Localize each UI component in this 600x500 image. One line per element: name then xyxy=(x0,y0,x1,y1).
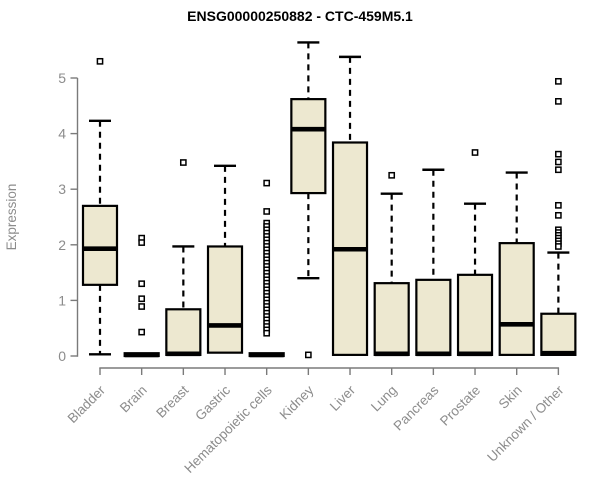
boxplot-brain xyxy=(123,234,160,358)
iqr-box xyxy=(165,308,202,356)
outlier-point xyxy=(555,201,562,209)
y-tick-label: 5 xyxy=(58,70,66,86)
outlier-point xyxy=(263,208,271,215)
boxplot-bladder xyxy=(81,57,119,356)
outlier-point xyxy=(555,158,562,166)
outlier-point xyxy=(138,280,146,288)
x-tick-label-kidney: Kidney xyxy=(277,382,317,422)
boxplot-gastric xyxy=(206,164,244,354)
x-tick-label-breast: Breast xyxy=(153,382,191,420)
y-tick-label: 2 xyxy=(58,237,66,253)
outlier-point xyxy=(555,77,562,85)
outlier-point xyxy=(388,171,396,179)
outlier-point xyxy=(555,211,562,219)
iqr-box xyxy=(206,245,244,354)
outlier-point xyxy=(263,329,271,337)
x-tick-label-pancreas: Pancreas xyxy=(391,382,442,433)
boxplot-series xyxy=(81,41,577,359)
iqr-box xyxy=(456,273,494,356)
iqr-box xyxy=(81,204,119,286)
y-tick-label: 0 xyxy=(58,348,66,364)
boxplot-prostate xyxy=(456,149,494,357)
x-tick-label-lung: Lung xyxy=(368,383,400,415)
x-tick-label-skin: Skin xyxy=(496,383,525,412)
y-tick-label: 3 xyxy=(58,181,66,197)
outlier-point xyxy=(96,57,104,65)
chart-title: ENSG00000250882 - CTC-459M5.1 xyxy=(187,8,413,24)
boxplot-liver xyxy=(331,55,369,356)
boxplot-skin xyxy=(498,171,535,356)
x-tick-label-prostate: Prostate xyxy=(437,383,483,429)
y-axis: 0 1 2 3 4 5 xyxy=(58,70,79,364)
outlier-point xyxy=(179,159,187,166)
y-axis-label: Expression xyxy=(4,184,19,251)
outlier-point xyxy=(471,149,479,156)
outlier-point xyxy=(555,243,562,250)
iqr-box xyxy=(373,282,410,356)
boxplot-kidney xyxy=(290,41,327,359)
iqr-box xyxy=(498,242,535,356)
boxplot-hematopoietic-cells xyxy=(248,179,285,358)
boxplot-pancreas xyxy=(415,168,452,357)
outlier-point xyxy=(138,239,146,246)
outlier-point xyxy=(138,295,146,303)
boxplot-unknown-other xyxy=(540,77,577,356)
outlier-point xyxy=(555,98,562,105)
y-tick-label: 1 xyxy=(58,292,66,308)
iqr-box xyxy=(540,312,577,356)
boxplot-breast xyxy=(165,159,202,357)
x-tick-label-bladder: Bladder xyxy=(65,382,109,426)
outlier-point xyxy=(138,328,146,336)
x-tick-label-gastric: Gastric xyxy=(192,382,233,423)
outlier-point xyxy=(555,166,562,174)
iqr-box xyxy=(290,98,327,195)
outlier-point xyxy=(263,179,271,187)
outlier-point xyxy=(555,150,562,158)
x-tick-label-brain: Brain xyxy=(117,383,150,416)
x-tick-label-unknown-other: Unknown / Other xyxy=(484,382,567,465)
y-tick-label: 4 xyxy=(58,126,66,142)
x-tick-label-liver: Liver xyxy=(327,382,359,414)
boxplot-lung xyxy=(373,171,410,357)
outlier-point xyxy=(305,351,312,359)
iqr-box xyxy=(415,278,452,356)
outlier-point xyxy=(138,303,146,310)
